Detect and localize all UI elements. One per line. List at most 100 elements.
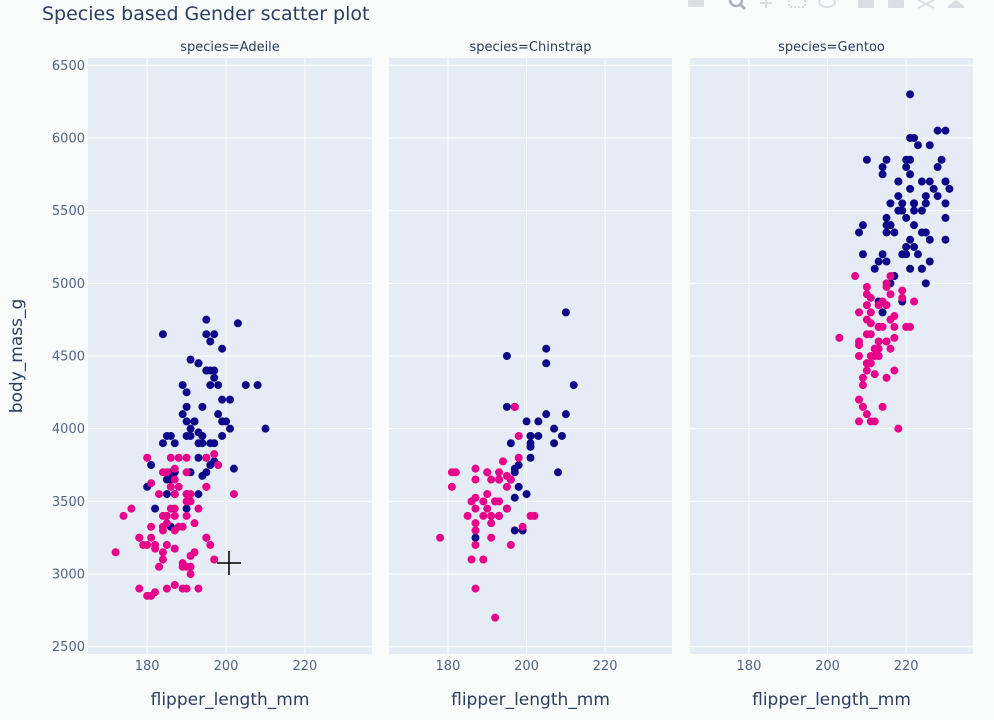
scatter-point[interactable]: [518, 522, 527, 531]
scatter-point[interactable]: [186, 562, 195, 571]
scatter-point[interactable]: [890, 228, 899, 237]
scatter-point[interactable]: [495, 511, 504, 520]
scatter-point[interactable]: [862, 410, 871, 419]
scatter-point[interactable]: [147, 479, 156, 488]
scatter-point[interactable]: [945, 184, 954, 193]
scatter-point[interactable]: [218, 344, 227, 353]
scatter-point[interactable]: [526, 453, 535, 462]
scatter-point[interactable]: [561, 410, 570, 419]
scatter-point[interactable]: [135, 584, 144, 593]
scatter-point[interactable]: [858, 221, 867, 230]
zoom-icon[interactable]: [728, 0, 747, 11]
scatter-point[interactable]: [202, 482, 211, 491]
scatter-point[interactable]: [483, 468, 492, 477]
scatter-point[interactable]: [910, 133, 919, 142]
scatter-point[interactable]: [882, 373, 891, 382]
scatter-point[interactable]: [858, 381, 867, 390]
scatter-point[interactable]: [158, 439, 167, 448]
scatter-point[interactable]: [921, 199, 930, 208]
scatter-point[interactable]: [937, 155, 946, 164]
scatter-point[interactable]: [874, 344, 883, 353]
scatter-point[interactable]: [206, 381, 215, 390]
scatter-point[interactable]: [210, 450, 219, 459]
lasso-icon[interactable]: [818, 0, 836, 8]
scatter-point[interactable]: [186, 551, 195, 560]
scatter-point[interactable]: [921, 279, 930, 288]
scatter-point[interactable]: [174, 482, 183, 491]
scatter-point[interactable]: [514, 461, 523, 470]
scatter-point[interactable]: [886, 344, 895, 353]
scatter-point[interactable]: [882, 228, 891, 237]
scatter-point[interactable]: [158, 522, 167, 531]
scatter-point[interactable]: [182, 402, 191, 411]
scatter-point[interactable]: [554, 468, 563, 477]
scatter-point[interactable]: [542, 410, 551, 419]
scatter-point[interactable]: [447, 468, 456, 477]
scatter-point[interactable]: [162, 540, 171, 549]
scatter-point[interactable]: [178, 410, 187, 419]
scatter-point[interactable]: [147, 591, 156, 600]
scatter-point[interactable]: [147, 533, 156, 542]
scatter-point[interactable]: [471, 475, 480, 484]
scatter-point[interactable]: [170, 504, 179, 513]
scatter-point[interactable]: [557, 431, 566, 440]
scatter-point[interactable]: [858, 373, 867, 382]
scatter-point[interactable]: [487, 511, 496, 520]
autoscale-icon[interactable]: [917, 0, 935, 9]
scatter-point[interactable]: [487, 533, 496, 542]
scatter-point[interactable]: [226, 424, 234, 433]
scatter-point[interactable]: [878, 308, 887, 317]
scatter-point[interactable]: [913, 141, 922, 150]
scatter-point[interactable]: [190, 417, 199, 426]
scatter-point[interactable]: [186, 424, 195, 433]
scatter-point[interactable]: [514, 431, 523, 440]
scatter-point[interactable]: [506, 439, 515, 448]
scatter-point[interactable]: [906, 184, 915, 193]
scatter-point[interactable]: [882, 282, 891, 291]
scatter-point[interactable]: [491, 613, 500, 622]
scatter-point[interactable]: [436, 533, 445, 542]
scatter-point[interactable]: [941, 177, 950, 186]
scatter-point[interactable]: [902, 322, 911, 331]
scatter-point[interactable]: [882, 155, 891, 164]
scatter-point[interactable]: [210, 555, 219, 564]
scatter-point[interactable]: [894, 206, 903, 215]
scatter-point[interactable]: [882, 337, 891, 346]
scatter-point[interactable]: [902, 155, 911, 164]
scatter-point[interactable]: [186, 355, 195, 364]
box-select-icon[interactable]: [788, 0, 806, 8]
scatter-point[interactable]: [198, 439, 207, 448]
scatter-point[interactable]: [495, 497, 504, 506]
scatter-point[interactable]: [186, 570, 195, 579]
scatter-point[interactable]: [902, 163, 911, 172]
scatter-point[interactable]: [510, 526, 519, 535]
scatter-point[interactable]: [214, 381, 223, 390]
scatter-point[interactable]: [190, 519, 199, 528]
scatter-point[interactable]: [929, 184, 938, 193]
scatter-point[interactable]: [902, 213, 911, 222]
scatter-point[interactable]: [878, 163, 887, 172]
scatter-point[interactable]: [471, 519, 480, 528]
scatter-point[interactable]: [214, 410, 223, 419]
scatter-point[interactable]: [194, 428, 203, 437]
scatter-point[interactable]: [194, 584, 203, 593]
scatter-point[interactable]: [174, 453, 183, 462]
scatter-point[interactable]: [170, 475, 179, 484]
scatter-point[interactable]: [855, 417, 864, 426]
scatter-point[interactable]: [886, 199, 895, 208]
scatter-point[interactable]: [170, 511, 179, 520]
scatter-point[interactable]: [151, 504, 160, 513]
scatter-point[interactable]: [870, 264, 879, 273]
scatter-point[interactable]: [158, 330, 167, 339]
scatter-point[interactable]: [182, 497, 191, 506]
scatter-point[interactable]: [162, 475, 171, 484]
scatter-point[interactable]: [186, 431, 195, 440]
scatter-point[interactable]: [886, 221, 895, 230]
scatter-point[interactable]: [917, 264, 926, 273]
scatter-point[interactable]: [925, 177, 934, 186]
scatter-point[interactable]: [913, 250, 922, 259]
scatter-point[interactable]: [894, 192, 903, 201]
scatter-point[interactable]: [206, 461, 215, 470]
scatter-point[interactable]: [502, 504, 511, 513]
scatter-point[interactable]: [166, 482, 175, 491]
